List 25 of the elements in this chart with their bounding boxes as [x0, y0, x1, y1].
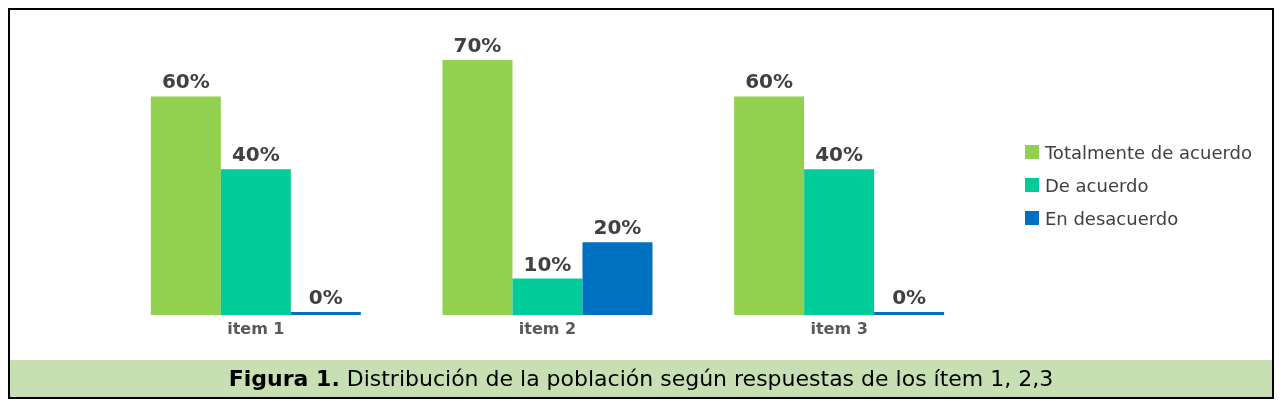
data-label: 0%: [308, 285, 343, 309]
legend-label: De acuerdo: [1044, 174, 1149, 196]
bar: [874, 312, 945, 315]
bar: [804, 169, 875, 315]
data-label: 40%: [231, 142, 280, 167]
bar: [582, 242, 653, 315]
bar: [150, 96, 221, 315]
x-tick-label: item 2: [518, 319, 577, 339]
data-label: 60%: [161, 69, 210, 94]
bar: [512, 278, 583, 315]
x-tick-label: item 1: [227, 319, 285, 339]
data-label: 0%: [892, 285, 927, 309]
bar: [220, 169, 291, 315]
data-label: 20%: [593, 215, 642, 240]
data-label: 40%: [815, 142, 864, 167]
bar: [734, 96, 805, 315]
bar: [442, 60, 513, 315]
x-tick-label: item 3: [810, 319, 868, 339]
data-label: 60%: [745, 69, 794, 94]
bar: [290, 312, 361, 315]
legend-label: En desacuerdo: [1044, 207, 1179, 229]
data-label: 10%: [523, 251, 572, 276]
text: Figura 1. Distribución de la población según respuestas de los ítem 1, 2,3: [10, 360, 1272, 397]
data-label: 70%: [453, 33, 502, 57]
legend-label: Totalmente de acuerdo: [1044, 141, 1252, 163]
